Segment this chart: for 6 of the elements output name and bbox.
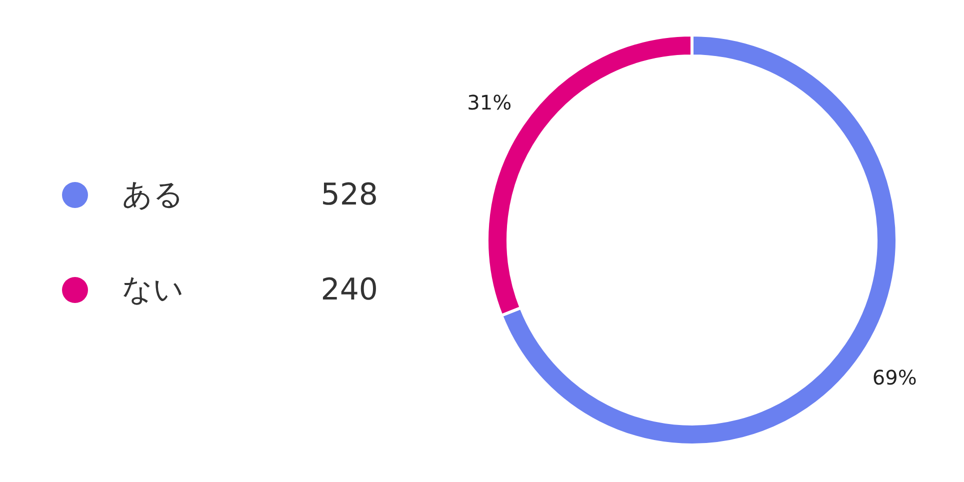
legend-label: ある: [122, 178, 184, 212]
legend-label: ない: [122, 272, 184, 308]
data-label: 31%: [467, 90, 512, 114]
text: 528: [320, 178, 378, 212]
text: 240: [320, 272, 378, 308]
data-label: 69%: [872, 366, 917, 390]
